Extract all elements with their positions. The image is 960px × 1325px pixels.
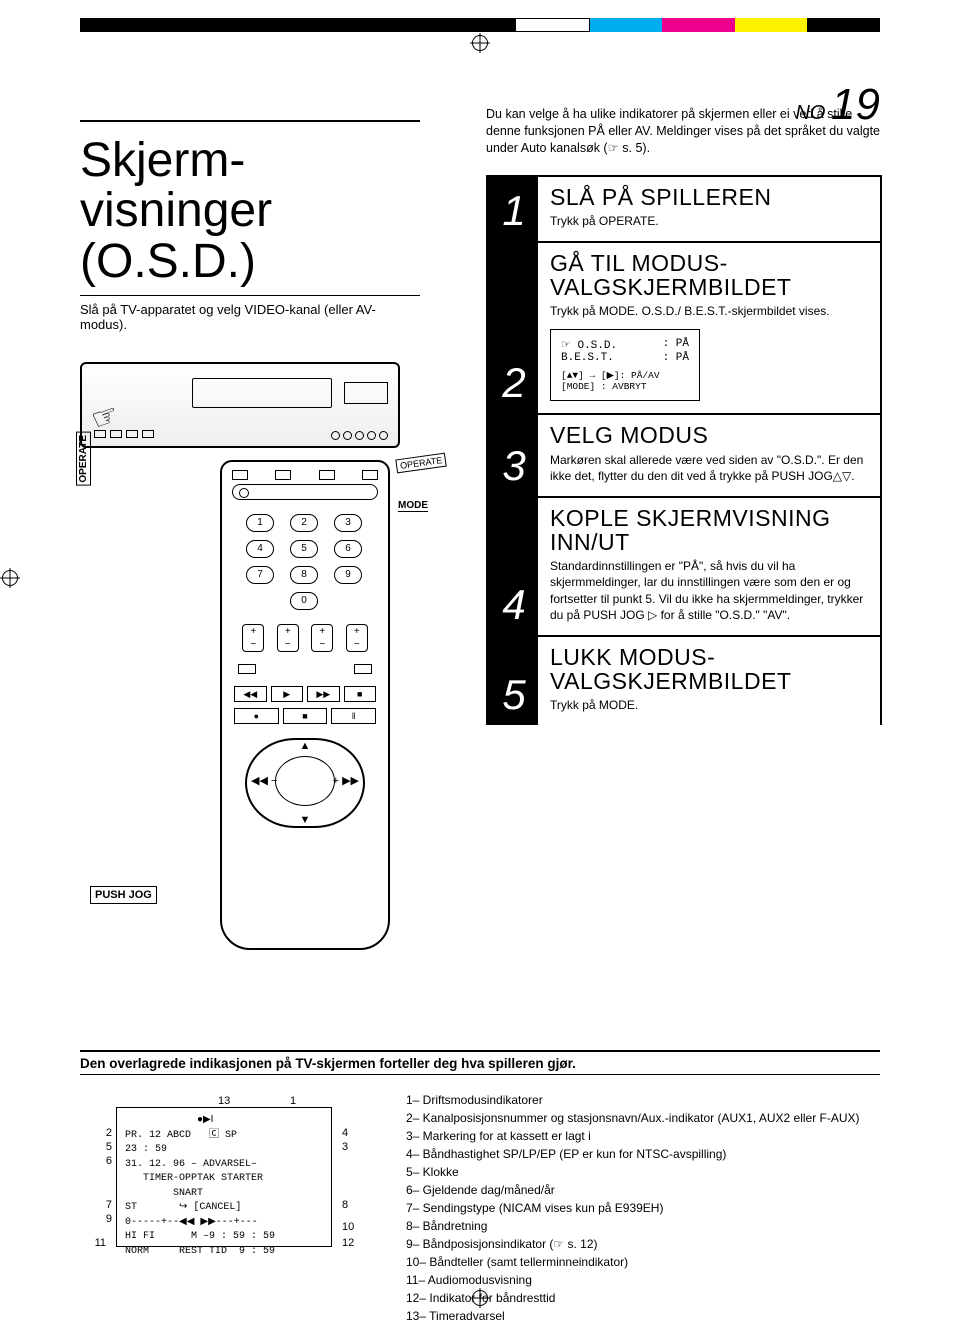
crop-mark-bottom bbox=[472, 1290, 488, 1309]
osd-mini-screen: ☞ O.S.D.: PÅ B.E.S.T.: PÅ [▲▼] → [▶]: PÅ… bbox=[550, 329, 700, 401]
numkey-7: 7 bbox=[246, 566, 274, 584]
osd-marker: 13 bbox=[218, 1095, 230, 1107]
legend-item: 5– Klokke bbox=[406, 1163, 880, 1181]
step-heading: SLÅ PÅ SPILLEREN bbox=[550, 185, 868, 209]
step-number: 5 bbox=[490, 637, 538, 725]
step-3: 3 VELG MODUS Markøren skal allerede være… bbox=[490, 415, 880, 498]
mode-callout: MODE bbox=[398, 500, 428, 512]
numkey-8: 8 bbox=[290, 566, 318, 584]
legend-item: 11– Audiomodusvisning bbox=[406, 1271, 880, 1289]
operate-vertical-label: OPERATE bbox=[76, 432, 91, 486]
title-rule bbox=[80, 120, 420, 122]
step-text: Trykk på OPERATE. bbox=[550, 213, 868, 229]
osd-marker: 3 bbox=[342, 1141, 348, 1153]
osd-marker: 7 bbox=[82, 1199, 112, 1211]
crop-mark-top bbox=[472, 35, 488, 54]
title-line-3: (O.S.D.) bbox=[80, 235, 256, 288]
osd-marker: 12 bbox=[342, 1237, 354, 1249]
intro-paragraph: Du kan velge å ha ulike indikatorer på s… bbox=[486, 106, 880, 157]
osd-diagram: ●▶‖ PR. 12 ABCD 🄲 SP 23 : 59 31. 12. 96 … bbox=[80, 1091, 380, 1261]
remote-numpad: 1 2 3 4 5 6 7 8 9 0 bbox=[222, 504, 388, 620]
legend-item: 3– Markering for at kassett er lagt i bbox=[406, 1127, 880, 1145]
osd-marker: 4 bbox=[342, 1127, 348, 1139]
step-5: 5 LUKK MODUS-VALGSKJERMBILDET Trykk på M… bbox=[490, 637, 880, 725]
step-number: 2 bbox=[490, 243, 538, 413]
color-calibration-bar bbox=[80, 18, 880, 32]
osd-screen: ●▶‖ PR. 12 ABCD 🄲 SP 23 : 59 31. 12. 96 … bbox=[116, 1107, 332, 1247]
overlay-lead: Den overlagrede indikasjonen på TV-skjer… bbox=[80, 1056, 880, 1075]
legend-item: 8– Båndretning bbox=[406, 1217, 880, 1235]
crop-mark-left bbox=[2, 570, 18, 586]
remote-illustration: 1 2 3 4 5 6 7 8 9 0 +− +− +− +− ◀◀▶▶▶■ ●… bbox=[220, 460, 390, 950]
vcr-illustration: ☞ bbox=[80, 362, 400, 448]
legend-item: 10– Båndteller (samt tellerminneindikato… bbox=[406, 1253, 880, 1271]
step-number: 4 bbox=[490, 498, 538, 635]
osd-marker: 5 bbox=[82, 1141, 112, 1153]
legend-item: 13– Timeradvarsel bbox=[406, 1307, 880, 1325]
numkey-4: 4 bbox=[246, 540, 274, 558]
step-number: 1 bbox=[490, 177, 538, 241]
step-2: 2 GÅ TIL MODUS-VALGSKJERMBILDET Trykk på… bbox=[490, 243, 880, 415]
pushjog-callout: PUSH JOG bbox=[90, 886, 157, 904]
steps-list: 1 SLÅ PÅ SPILLEREN Trykk på OPERATE. 2 G… bbox=[486, 175, 880, 726]
osd-marker: 6 bbox=[82, 1155, 112, 1167]
numkey-3: 3 bbox=[334, 514, 362, 532]
numkey-1: 1 bbox=[246, 514, 274, 532]
legend-item: 7– Sendingstype (NICAM vises kun på E939… bbox=[406, 1199, 880, 1217]
step-heading: VELG MODUS bbox=[550, 423, 868, 447]
title-line-2: visninger bbox=[80, 184, 272, 237]
legend-item: 4– Båndhastighet SP/LP/EP (EP er kun for… bbox=[406, 1145, 880, 1163]
osd-marker: 11 bbox=[76, 1237, 106, 1249]
legend-item: 9– Båndposisjonsindikator (☞ s. 12) bbox=[406, 1235, 880, 1253]
step-text: Trykk på MODE. bbox=[550, 697, 868, 713]
step-4: 4 KOPLE SKJERMVISNING INN/UT Standardinn… bbox=[490, 498, 880, 637]
operate-callout: OPERATE bbox=[395, 453, 447, 474]
subtitle-rule bbox=[80, 295, 420, 296]
step-heading: KOPLE SKJERMVISNING INN/UT bbox=[550, 506, 868, 554]
step-1: 1 SLÅ PÅ SPILLEREN Trykk på OPERATE. bbox=[490, 177, 880, 243]
step-text: Markøren skal allerede være ved siden av… bbox=[550, 452, 868, 484]
osd-marker: 1 bbox=[290, 1095, 296, 1107]
numkey-0: 0 bbox=[290, 592, 318, 610]
legend-item: 6– Gjeldende dag/måned/år bbox=[406, 1181, 880, 1199]
numkey-9: 9 bbox=[334, 566, 362, 584]
sublead: Slå på TV-apparatet og velg VIDEO-kanal … bbox=[80, 302, 420, 332]
numkey-2: 2 bbox=[290, 514, 318, 532]
step-text: Standardinnstillingen er "PÅ", så hvis d… bbox=[550, 558, 868, 623]
osd-mini-note: [▲▼] → [▶]: PÅ/AV [MODE] : AVBRYT bbox=[561, 370, 689, 392]
jog-dial: ▲▼ ◀◀ −+ ▶▶ bbox=[245, 738, 365, 828]
legend-item: 2– Kanalposisjonsnummer og stasjonsnavn/… bbox=[406, 1109, 880, 1127]
main-title: Skjerm- visninger (O.S.D.) bbox=[80, 136, 440, 287]
osd-marker: 8 bbox=[342, 1199, 348, 1211]
step-number: 3 bbox=[490, 415, 538, 496]
overlay-rule bbox=[80, 1050, 880, 1052]
legend-item: 1– Driftsmodusindikatorer bbox=[406, 1091, 880, 1109]
title-line-1: Skjerm- bbox=[80, 134, 245, 187]
osd-marker: 10 bbox=[342, 1221, 354, 1233]
step-text: Trykk på MODE. O.S.D./ B.E.S.T.-skjermbi… bbox=[550, 303, 868, 319]
numkey-5: 5 bbox=[290, 540, 318, 558]
numkey-6: 6 bbox=[334, 540, 362, 558]
step-heading: GÅ TIL MODUS-VALGSKJERMBILDET bbox=[550, 251, 868, 299]
step-heading: LUKK MODUS-VALGSKJERMBILDET bbox=[550, 645, 868, 693]
osd-marker: 2 bbox=[82, 1127, 112, 1139]
osd-marker: 9 bbox=[82, 1213, 112, 1225]
